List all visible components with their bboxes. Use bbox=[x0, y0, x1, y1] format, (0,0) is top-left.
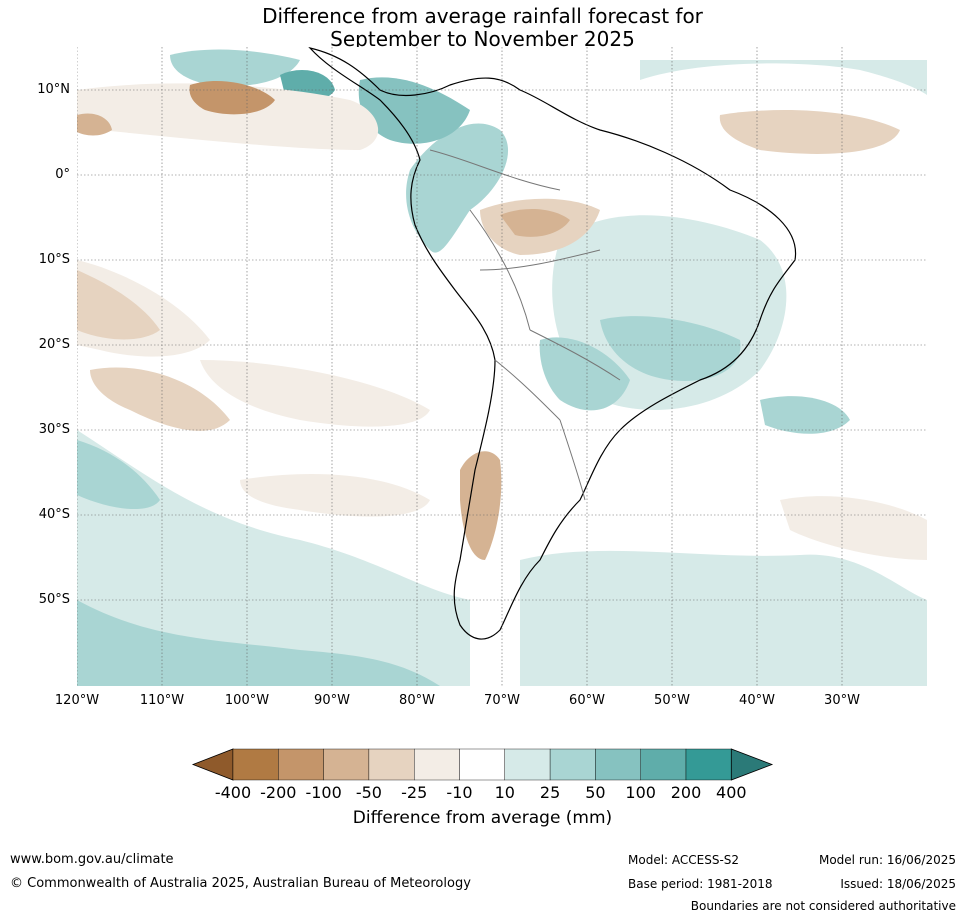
anomaly-region bbox=[600, 316, 741, 381]
anomaly-region bbox=[77, 113, 112, 136]
lon-label: 40°W bbox=[739, 693, 775, 708]
anomaly-region bbox=[170, 49, 300, 87]
lon-label: 50°W bbox=[654, 693, 690, 708]
anomaly-region bbox=[780, 496, 927, 560]
map-field bbox=[77, 47, 927, 686]
colorbar-tick-label: -10 bbox=[446, 783, 473, 802]
lon-label: 80°W bbox=[399, 693, 435, 708]
lat-label: 10°N bbox=[37, 82, 70, 97]
lat-label: 30°S bbox=[38, 422, 70, 437]
anomaly-region bbox=[640, 60, 927, 95]
colorbar-segment bbox=[459, 748, 505, 781]
colorbar-tick-label: -25 bbox=[401, 783, 428, 802]
anomaly-region bbox=[77, 440, 160, 510]
footer-model: Model: ACCESS-S2 bbox=[628, 853, 740, 867]
lon-label: 100°W bbox=[224, 693, 270, 708]
lon-label: 110°W bbox=[139, 693, 185, 708]
anomaly-region bbox=[200, 360, 430, 427]
colorbar-segment bbox=[278, 748, 324, 781]
map-title-line1: Difference from average rainfall forecas… bbox=[262, 4, 703, 28]
colorbar-segment bbox=[685, 748, 732, 781]
anomaly-region bbox=[760, 396, 850, 434]
colorbar-tick-label: -200 bbox=[260, 783, 297, 802]
lon-label: 90°W bbox=[314, 693, 350, 708]
anomaly-region bbox=[90, 367, 230, 431]
colorbar-label: Difference from average (mm) bbox=[352, 808, 613, 828]
colorbar-segment bbox=[323, 748, 370, 781]
footer-base-period: Base period: 1981-2018 bbox=[628, 877, 773, 891]
lat-label: 10°S bbox=[38, 252, 70, 267]
lat-label: 0° bbox=[55, 167, 70, 182]
anomaly-region bbox=[520, 550, 927, 686]
colorbar-segment bbox=[504, 748, 551, 781]
anomaly-region bbox=[539, 337, 630, 411]
colorbar-tick-label: 50 bbox=[585, 783, 606, 802]
footer-issued: Issued: 18/06/2025 bbox=[840, 877, 956, 891]
colorbar-tick-label: 25 bbox=[539, 783, 561, 802]
colorbar-segments bbox=[191, 748, 774, 781]
anomaly-region bbox=[77, 600, 440, 686]
lon-label: 70°W bbox=[484, 693, 520, 708]
south-america-outline bbox=[308, 47, 797, 640]
anomaly-region bbox=[358, 77, 470, 144]
colorbar-tick-label: 10 bbox=[494, 783, 515, 802]
colorbar-segment bbox=[640, 748, 687, 781]
anomaly-region bbox=[460, 451, 502, 560]
colorbar-extend-low bbox=[191, 748, 234, 781]
anomaly-region bbox=[77, 430, 470, 686]
anomaly-region bbox=[77, 270, 160, 340]
footer-disclaimer: Boundaries are not considered authoritat… bbox=[690, 899, 956, 913]
footer-url[interactable]: www.bom.gov.au/climate bbox=[10, 852, 174, 867]
colorbar-extend-high bbox=[730, 748, 774, 781]
colorbar-segment bbox=[595, 748, 641, 781]
anomaly-region bbox=[240, 474, 430, 517]
colorbar-tick-label: -100 bbox=[305, 783, 342, 802]
country-borders bbox=[429, 149, 621, 501]
anomaly-region bbox=[406, 123, 509, 253]
anomaly-region bbox=[500, 208, 570, 237]
colorbar-segment bbox=[549, 748, 596, 781]
anomaly-region bbox=[77, 83, 379, 150]
colorbar-segment bbox=[232, 748, 279, 781]
colorbar-tick-label: 100 bbox=[625, 783, 656, 802]
footer-model-run: Model run: 16/06/2025 bbox=[818, 853, 956, 867]
footer-copyright: © Commonwealth of Australia 2025, Austra… bbox=[10, 876, 471, 891]
lat-label: 20°S bbox=[38, 337, 70, 352]
lat-label: 50°S bbox=[38, 592, 70, 607]
lon-label: 120°W bbox=[54, 693, 100, 708]
lat-label: 40°S bbox=[38, 507, 70, 522]
colorbar-segment bbox=[368, 748, 415, 781]
lon-label: 30°W bbox=[824, 693, 860, 708]
colorbar-tick-label: -400 bbox=[214, 783, 252, 802]
anomaly-region bbox=[719, 110, 900, 154]
anomaly-region bbox=[189, 80, 275, 115]
colorbar-segment bbox=[414, 748, 460, 781]
colorbar-tick-label: 400 bbox=[716, 783, 747, 802]
colorbar-tick-label: 200 bbox=[670, 783, 702, 802]
map-title-line2: September to November 2025 bbox=[330, 27, 635, 51]
lon-label: 60°W bbox=[569, 693, 605, 708]
colorbar-tick-label: -50 bbox=[355, 783, 382, 802]
graticule bbox=[77, 47, 927, 686]
